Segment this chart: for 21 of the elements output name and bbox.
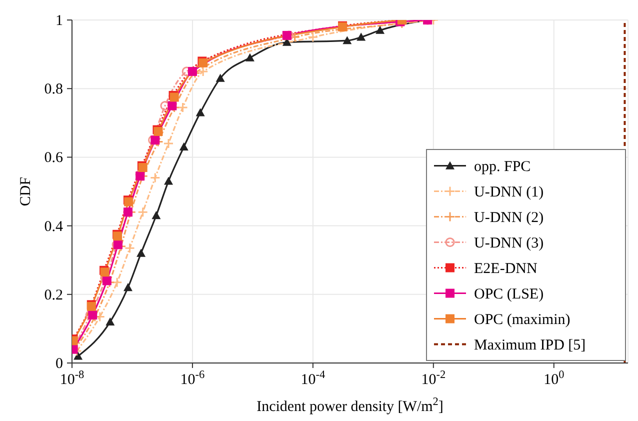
- legend-label: E2E-DNN: [474, 260, 538, 277]
- x-tick-label: 10$^{-2}$: [421, 369, 446, 388]
- y-tick-label: 1: [56, 13, 63, 29]
- x-tick-label: 10$^{-8}$: [60, 369, 85, 388]
- x-axis-title: Incident power density [W/m$^{2}$]: [256, 396, 444, 415]
- y-tick-label: 0.4: [44, 218, 64, 235]
- x-tick-label: 10$^{0}$: [544, 369, 565, 388]
- legend-label: OPC (maximin): [474, 312, 570, 328]
- legend-label: OPC (LSE): [474, 286, 544, 302]
- ref-line-label: Maximum IPD [5]: [474, 337, 586, 354]
- y-tick-label: 0.2: [44, 287, 63, 304]
- y-tick-label: 0.8: [44, 82, 63, 98]
- legend-label: opp. FPC: [474, 158, 531, 175]
- legend-label: U-DNN (3): [474, 235, 544, 252]
- legend-label: U-DNN (2): [474, 210, 544, 226]
- y-tick-label: 0.6: [44, 150, 64, 166]
- x-tick-label: 10$^{-4}$: [300, 369, 326, 388]
- legend-label: U-DNN (1): [474, 184, 544, 200]
- y-axis-title: CDF: [18, 176, 34, 206]
- x-tick-label: 10$^{-6}$: [180, 369, 206, 388]
- y-tick-label: 0: [56, 356, 63, 372]
